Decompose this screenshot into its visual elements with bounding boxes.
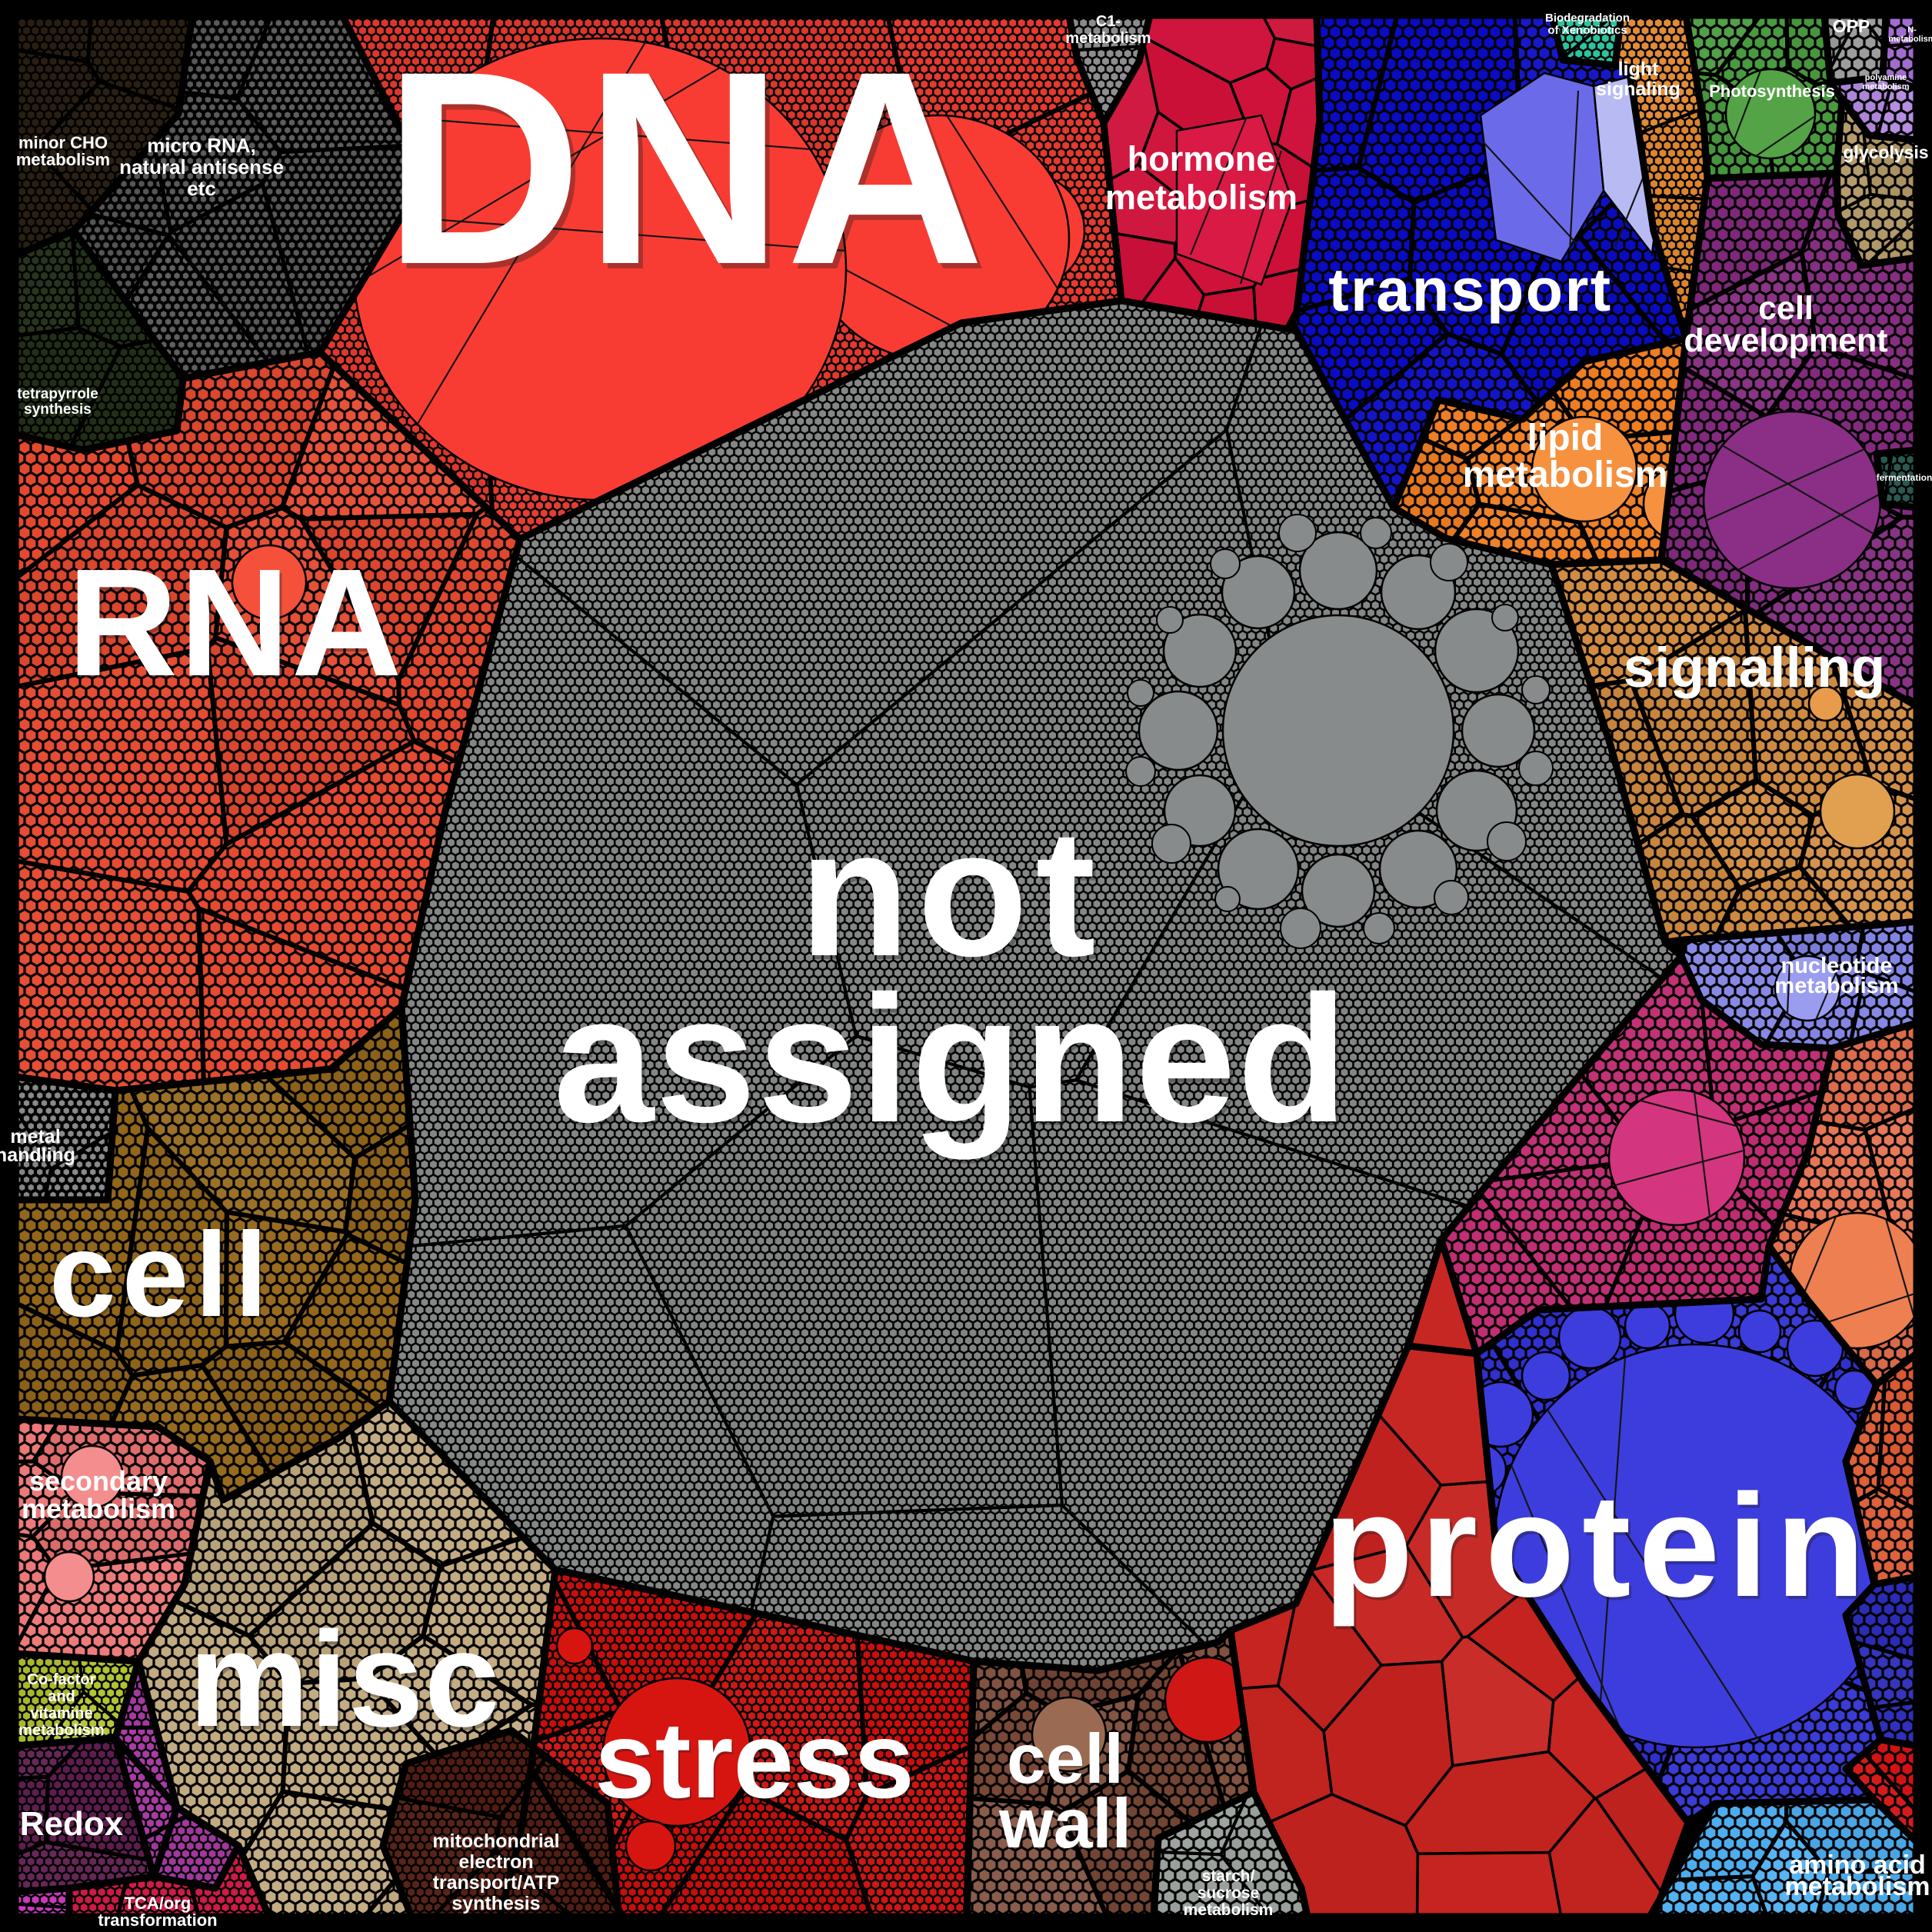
svg-text:glycolysis: glycolysis [1843,142,1928,162]
svg-text:metabolism: metabolism [22,1493,175,1524]
svg-text:starch/: starch/ [1202,1867,1255,1885]
svg-text:Co-factor: Co-factor [28,1671,96,1688]
svg-text:cell: cell [1008,1722,1124,1800]
svg-text:misc: misc [191,1607,502,1758]
svg-text:metabolism: metabolism [18,1722,104,1739]
svg-text:not: not [802,795,1106,998]
svg-text:synthesis: synthesis [451,1893,540,1914]
svg-text:metabolism: metabolism [1774,974,1898,998]
svg-text:DNA: DNA [388,19,992,327]
svg-text:RNA: RNA [69,541,405,711]
svg-text:metabolism: metabolism [1065,30,1151,47]
svg-text:tetrapyrrole: tetrapyrrole [17,386,98,402]
svg-text:metabolism: metabolism [1785,1872,1930,1901]
svg-text:protein: protein [1326,1467,1875,1631]
svg-text:lipid: lipid [1527,418,1604,458]
svg-text:misc: misc [188,1604,500,1755]
svg-text:light: light [1618,58,1659,80]
svg-text:protein: protein [1324,1464,1873,1627]
svg-text:stress: stress [596,1701,916,1823]
svg-text:cell: cell [1007,1720,1124,1798]
svg-text:signalling: signalling [1624,637,1886,699]
svg-text:wall: wall [999,1787,1132,1864]
svg-text:cell: cell [49,1208,274,1342]
svg-text:signaling: signaling [1596,78,1681,100]
svg-text:etc: etc [187,177,216,200]
svg-text:metabolism: metabolism [1888,35,1932,44]
svg-text:handling: handling [0,1144,75,1166]
svg-text:amino acid: amino acid [1789,1850,1926,1880]
svg-text:metabolism: metabolism [1105,178,1297,217]
svg-text:micro RNA,: micro RNA, [147,134,256,157]
svg-text:polyamine: polyamine [1865,73,1907,82]
svg-text:Redox: Redox [20,1805,124,1843]
svg-text:signalling: signalling [1624,638,1887,700]
svg-text:electron: electron [458,1851,533,1873]
svg-text:not: not [799,791,1103,994]
svg-text:nucleotide: nucleotide [1780,954,1892,978]
svg-text:transformation: transformation [98,1910,217,1930]
svg-text:metabolism: metabolism [1463,455,1668,495]
svg-text:stress: stress [595,1699,914,1820]
svg-text:hormone: hormone [1128,139,1276,178]
svg-text:DNA: DNA [384,14,988,321]
svg-text:of Xenobiotics: of Xenobiotics [1547,24,1627,37]
svg-text:assigned: assigned [557,961,1353,1164]
svg-text:development: development [1684,322,1887,359]
svg-text:N-: N- [1907,25,1917,35]
svg-text:C1-: C1- [1096,13,1121,30]
svg-text:TCA/org: TCA/org [125,1894,192,1913]
svg-text:natural antisense: natural antisense [119,155,284,178]
svg-text:and: and [48,1688,75,1705]
svg-text:mitochondrial: mitochondrial [432,1830,559,1852]
svg-text:RNA: RNA [67,538,403,708]
svg-text:transport/ATP: transport/ATP [433,1872,560,1894]
svg-text:OPP: OPP [1833,16,1870,36]
svg-text:metabolism: metabolism [1184,1901,1274,1919]
svg-text:metabolism: metabolism [16,150,110,169]
svg-text:fermentation: fermentation [1877,472,1932,483]
svg-text:synthesis: synthesis [24,401,92,418]
svg-text:wall: wall [998,1785,1131,1863]
svg-text:sucrose: sucrose [1198,1884,1260,1902]
svg-text:assigned: assigned [554,958,1350,1160]
svg-text:Photosynthesis: Photosynthesis [1709,82,1835,101]
svg-text:Biodegradation: Biodegradation [1545,12,1630,25]
svg-text:vitamine: vitamine [30,1705,92,1722]
svg-text:metabolism: metabolism [1862,82,1909,92]
svg-text:transport: transport [1328,255,1612,324]
svg-text:transport: transport [1329,257,1613,325]
svg-text:metal: metal [10,1126,60,1148]
svg-text:cell: cell [1758,290,1814,327]
svg-text:minor CHO: minor CHO [18,133,108,152]
svg-text:secondary: secondary [29,1465,168,1497]
svg-text:cell: cell [51,1211,275,1344]
